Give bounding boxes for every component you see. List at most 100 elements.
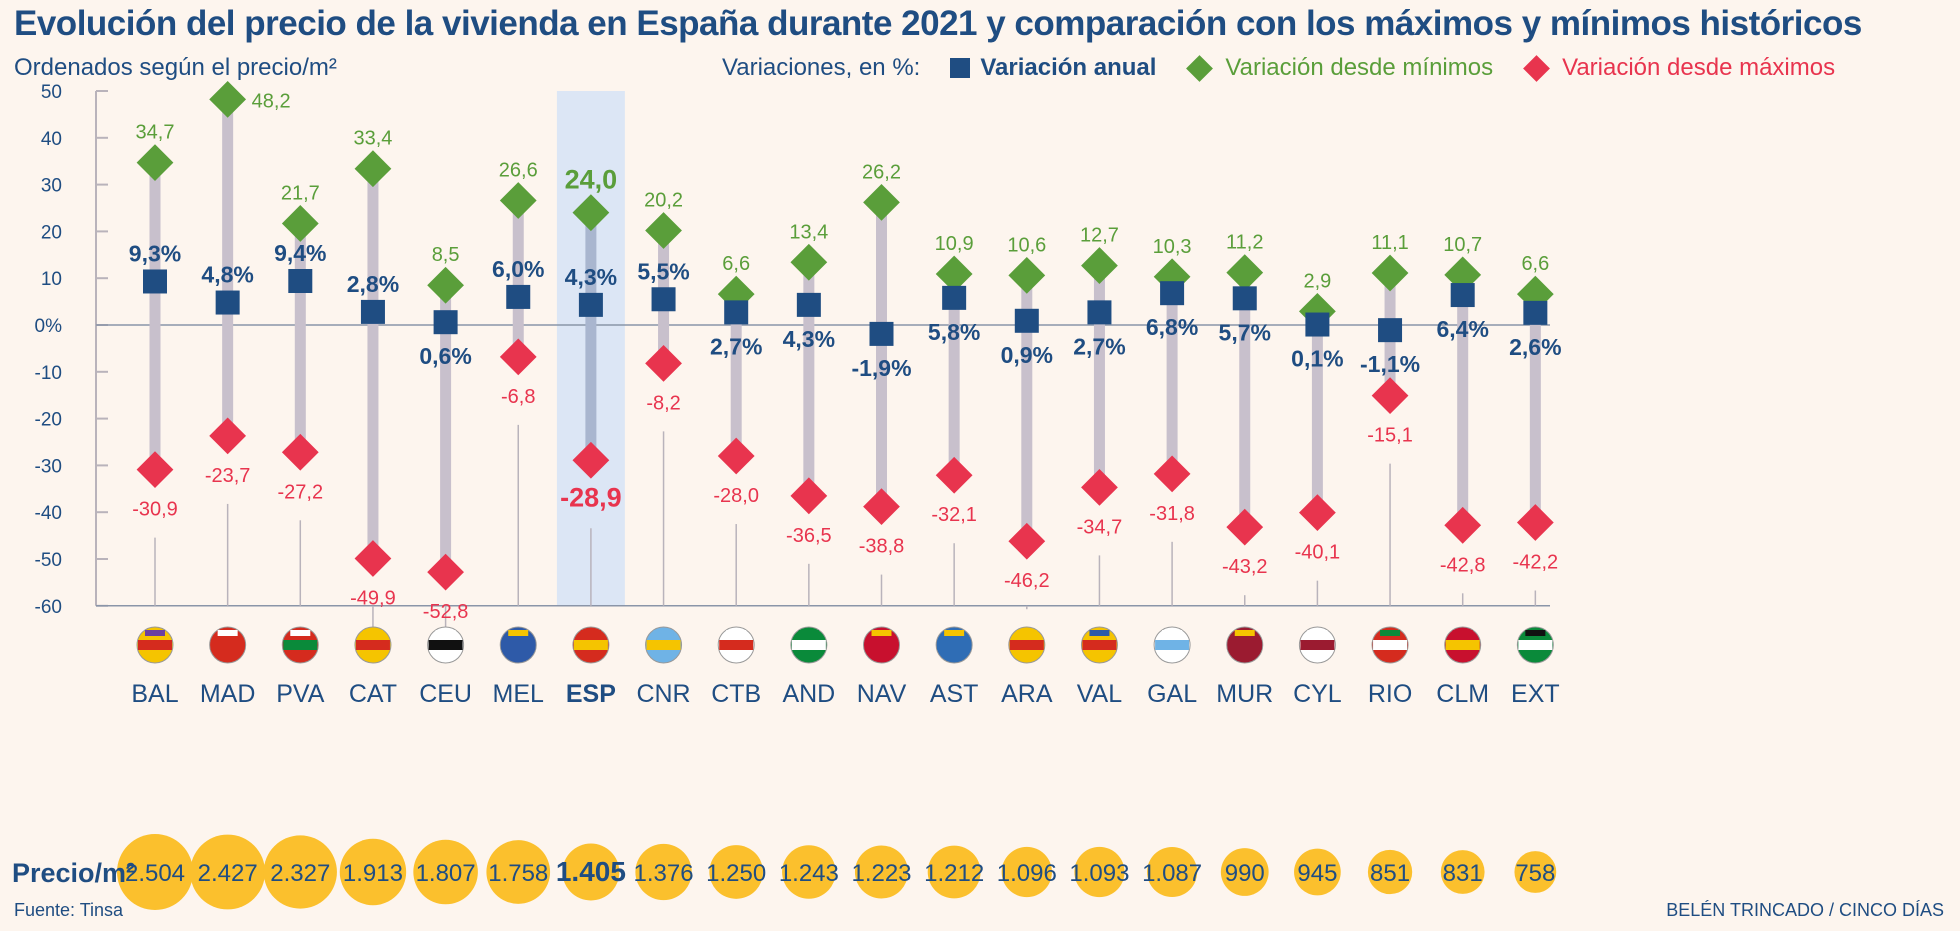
min-label: 13,4	[789, 221, 828, 243]
y-tick-label: -20	[35, 410, 62, 431]
max-label: -42,2	[1513, 551, 1559, 573]
max-diamond	[935, 456, 973, 494]
flag-stripe	[653, 630, 674, 636]
max-label: -40,1	[1295, 542, 1341, 564]
price-value: 1.243	[779, 860, 839, 887]
region-label: VAL	[1077, 680, 1122, 708]
legend-square-marker	[950, 58, 971, 78]
min-diamond	[935, 255, 973, 293]
price-circle	[263, 835, 337, 909]
legend-title: Variaciones, en %:	[722, 54, 921, 81]
region-label: MAD	[200, 680, 256, 708]
flag-stripe	[435, 630, 456, 636]
min-diamond	[209, 81, 247, 118]
min-label: 26,2	[862, 161, 901, 183]
price-label: Precio/m²	[12, 858, 136, 888]
flag-stripe	[1227, 640, 1262, 650]
flag-stripe	[1445, 640, 1480, 650]
flag-stripe	[719, 640, 754, 650]
price-circle	[1514, 851, 1557, 893]
flag-stripe	[138, 640, 172, 650]
flag-stripe	[1162, 630, 1183, 636]
annual-label: 0,1%	[1291, 346, 1343, 372]
price-circle	[1367, 849, 1413, 895]
price-circle	[486, 840, 551, 904]
annual-square	[1087, 300, 1112, 325]
min-label: 12,7	[1080, 225, 1119, 247]
annual-square	[796, 292, 821, 317]
flag-stripe	[290, 630, 311, 636]
price-value: 831	[1443, 860, 1483, 887]
min-label: 20,2	[644, 189, 683, 211]
max-diamond	[499, 338, 537, 376]
flag-stripe	[283, 640, 318, 650]
flag-stripe	[580, 630, 601, 636]
annual-square	[942, 285, 967, 310]
min-label: 34,7	[136, 122, 175, 144]
price-circle	[1220, 848, 1269, 896]
price-value: 1.096	[997, 860, 1057, 887]
min-label: 11,1	[1371, 232, 1408, 254]
flag-stripe	[217, 630, 238, 636]
flag-stripe	[1009, 640, 1044, 650]
region-label: AST	[930, 680, 979, 708]
price-value: 1.093	[1069, 860, 1129, 887]
flag-stripe	[1452, 630, 1473, 636]
max-label: -15,1	[1367, 425, 1413, 447]
y-tick-label: -10	[35, 363, 62, 384]
region-label: CAT	[349, 680, 397, 708]
source: Fuente: Tinsa	[14, 900, 124, 920]
y-tick-label: -40	[35, 503, 62, 524]
min-label: 21,7	[281, 182, 320, 204]
annual-label: 2,8%	[347, 271, 399, 297]
min-diamond	[136, 144, 174, 181]
max-diamond	[354, 540, 392, 577]
region-label: CTB	[711, 680, 761, 708]
max-diamond	[1299, 494, 1336, 532]
flag-stripe	[573, 640, 608, 650]
annual-square	[433, 310, 458, 335]
annual-label: 9,4%	[274, 240, 326, 266]
min-label: 10,7	[1443, 234, 1482, 256]
annual-square	[578, 292, 603, 317]
max-diamond	[1008, 522, 1046, 560]
max-label: -46,2	[1004, 570, 1050, 592]
region-label: ESP	[566, 680, 616, 708]
price-circle	[339, 838, 407, 906]
annual-label: 0,6%	[419, 343, 471, 369]
min-diamond	[1371, 254, 1409, 292]
annual-label: 4,8%	[201, 262, 253, 288]
price-circle	[1294, 848, 1341, 896]
price-circle	[562, 843, 620, 901]
annual-square	[1232, 286, 1257, 311]
y-tick-label: 40	[41, 129, 62, 150]
max-diamond	[863, 488, 900, 525]
flag-stripe	[864, 640, 899, 650]
price-circle	[117, 834, 193, 910]
max-diamond	[1516, 504, 1554, 541]
max-label: -28,0	[713, 485, 759, 507]
min-label: 10,3	[1153, 236, 1192, 258]
max-label: -30,9	[132, 499, 178, 521]
min-label: 10,9	[935, 233, 974, 255]
annual-square	[215, 290, 240, 315]
flag-stripe	[1518, 640, 1553, 650]
min-diamond	[645, 212, 682, 249]
chart-title: Evolución del precio de la vivienda en E…	[14, 4, 1862, 43]
region-label: MUR	[1216, 680, 1273, 708]
region-label: GAL	[1147, 680, 1197, 708]
max-label: -31,8	[1149, 503, 1195, 525]
annual-square	[1523, 300, 1548, 325]
max-label: -52,8	[423, 601, 469, 623]
min-diamond	[427, 266, 464, 304]
price-circle	[1001, 846, 1052, 898]
region-label: MEL	[493, 680, 545, 708]
min-label: 26,6	[499, 160, 538, 182]
max-label: -28,9	[560, 482, 622, 512]
flag-stripe	[871, 630, 892, 636]
flag-stripe	[646, 640, 681, 650]
y-tick-label: -60	[35, 597, 62, 618]
max-label: -6,8	[501, 386, 535, 408]
